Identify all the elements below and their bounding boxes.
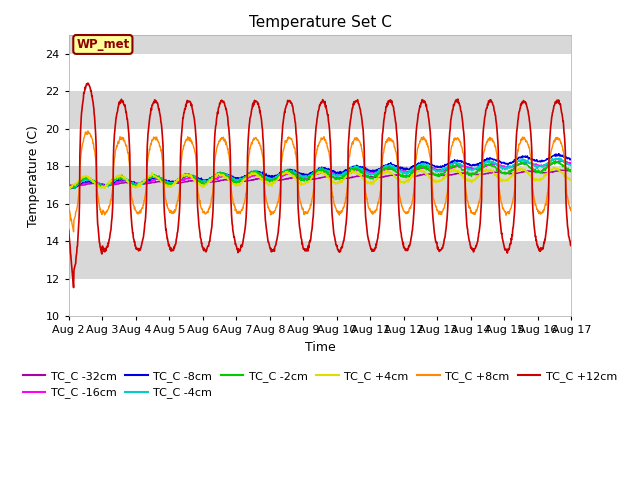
Legend: TC_C -32cm, TC_C -16cm, TC_C -8cm, TC_C -4cm, TC_C -2cm, TC_C +4cm, TC_C +8cm, T: TC_C -32cm, TC_C -16cm, TC_C -8cm, TC_C … bbox=[19, 367, 621, 403]
Bar bbox=[68, 129, 572, 167]
Title: Temperature Set C: Temperature Set C bbox=[248, 15, 392, 30]
Bar bbox=[68, 54, 572, 92]
X-axis label: Time: Time bbox=[305, 341, 335, 354]
Y-axis label: Temperature (C): Temperature (C) bbox=[27, 125, 40, 227]
Bar bbox=[68, 278, 572, 316]
Text: WP_met: WP_met bbox=[76, 38, 129, 51]
Bar bbox=[68, 204, 572, 241]
